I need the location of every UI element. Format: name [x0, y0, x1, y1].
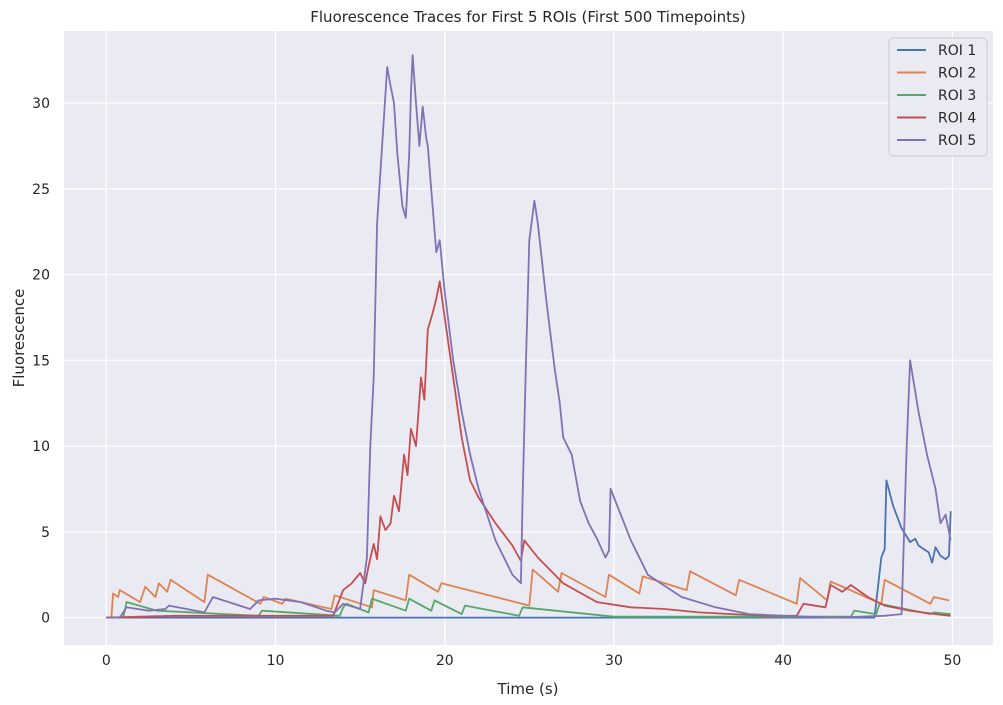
legend-label: ROI 3: [938, 88, 976, 104]
y-tick-label: 10: [32, 439, 50, 455]
legend-label: ROI 2: [938, 66, 976, 82]
chart-title: Fluorescence Traces for First 5 ROIs (Fi…: [310, 8, 745, 26]
plot-area: [64, 31, 993, 645]
series-line-roi-3: [106, 597, 951, 619]
y-tick-label: 25: [32, 182, 50, 198]
y-tick-label: 15: [32, 353, 50, 369]
series-lines: [106, 54, 952, 619]
y-axis-label: Fluorescence: [10, 289, 28, 388]
x-tick-label: 40: [774, 653, 792, 669]
x-tick-label: 10: [267, 653, 285, 669]
x-tick-label: 30: [605, 653, 623, 669]
x-axis-label: Time (s): [497, 680, 559, 698]
x-tick-label: 20: [436, 653, 454, 669]
series-line-roi-1: [106, 479, 952, 619]
series-line-roi-4: [106, 280, 951, 619]
legend-label: ROI 4: [938, 111, 976, 127]
legend: ROI 1 ROI 2 ROI 3 ROI 4 ROI 5: [888, 37, 988, 157]
y-tick-label: 20: [32, 268, 50, 284]
series-line-roi-2: [106, 568, 950, 619]
legend-box: [888, 37, 988, 157]
y-tick-labels: 0 5 10 15 20 25 30: [32, 96, 50, 627]
y-tick-label: 0: [41, 611, 50, 627]
legend-label: ROI 1: [938, 43, 976, 59]
legend-label: ROI 5: [938, 133, 976, 149]
y-tick-label: 5: [41, 525, 50, 541]
x-tick-labels: 0 10 20 30 40 50: [102, 653, 961, 669]
x-tick-label: 50: [943, 653, 961, 669]
series-line-roi-5: [106, 54, 952, 619]
x-tick-label: 0: [102, 653, 111, 669]
y-tick-label: 30: [32, 96, 50, 112]
